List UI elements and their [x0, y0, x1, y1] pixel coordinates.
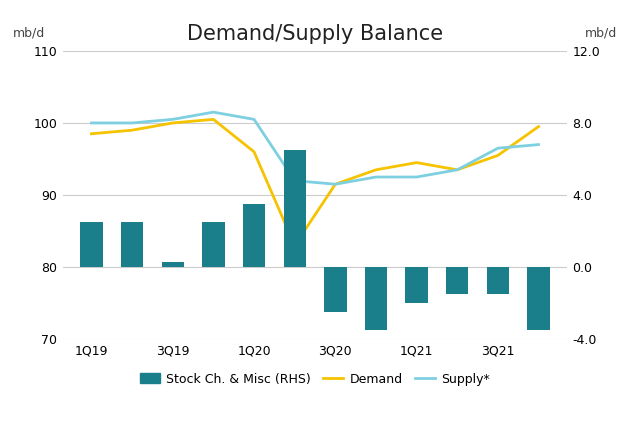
Bar [161, 262, 184, 267]
Bar [527, 267, 550, 330]
Bar [80, 222, 103, 267]
Bar [202, 222, 224, 267]
Bar [284, 150, 306, 267]
Bar [365, 267, 387, 330]
Text: mb/d: mb/d [585, 26, 617, 39]
Bar [324, 267, 346, 312]
Bar [487, 267, 509, 294]
Bar [243, 204, 265, 267]
Legend: Stock Ch. & Misc (RHS), Demand, Supply*: Stock Ch. & Misc (RHS), Demand, Supply* [135, 368, 495, 391]
Title: Demand/Supply Balance: Demand/Supply Balance [187, 24, 443, 44]
Bar [446, 267, 469, 294]
Bar [406, 267, 428, 303]
Bar [121, 222, 143, 267]
Text: mb/d: mb/d [13, 26, 45, 39]
